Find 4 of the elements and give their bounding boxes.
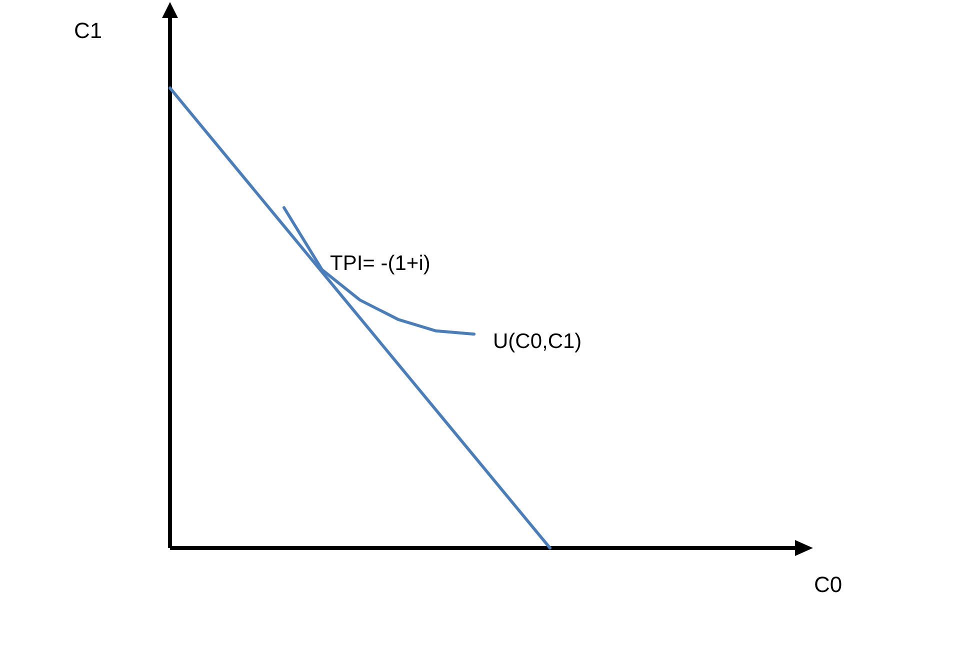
y-axis-title: C1 xyxy=(74,18,102,43)
x-axis-title: C0 xyxy=(814,572,842,597)
annotation: TPI= -(1+i) xyxy=(330,252,430,275)
annotation: U(C0,C1) xyxy=(493,330,582,353)
